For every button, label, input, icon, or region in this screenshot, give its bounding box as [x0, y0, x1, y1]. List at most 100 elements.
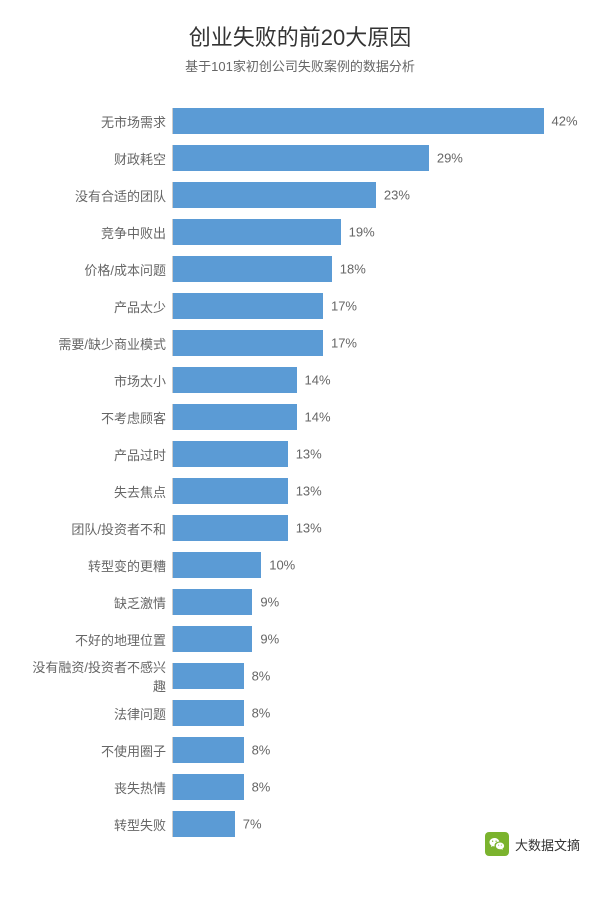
- bar-fill: 9%: [173, 589, 252, 615]
- bar-row: 无市场需求42%: [30, 103, 570, 139]
- bar-row: 产品过时13%: [30, 436, 570, 472]
- bar-label: 产品太少: [30, 297, 172, 316]
- bar-value: 7%: [235, 817, 262, 832]
- bar-fill: 29%: [173, 145, 429, 171]
- bar-fill: 17%: [173, 293, 323, 319]
- bar-value: 17%: [323, 336, 357, 351]
- bar-track: 8%: [172, 737, 570, 763]
- bar-label: 不使用圈子: [30, 741, 172, 760]
- bar-label: 丧失热情: [30, 778, 172, 797]
- bar-value: 14%: [297, 373, 331, 388]
- bar-label: 转型变的更糟: [30, 556, 172, 575]
- footer-source-label: 大数据文摘: [515, 835, 580, 854]
- footer-attribution: 大数据文摘: [485, 832, 580, 856]
- bar-label: 需要/缺少商业模式: [30, 334, 172, 353]
- bar-value: 19%: [341, 225, 375, 240]
- bar-track: 13%: [172, 441, 570, 467]
- bar-fill: 17%: [173, 330, 323, 356]
- bar-row: 市场太小14%: [30, 362, 570, 398]
- bar-row: 不考虑顾客14%: [30, 399, 570, 435]
- bar-value: 8%: [244, 743, 271, 758]
- bar-value: 8%: [244, 669, 271, 684]
- bar-fill: 23%: [173, 182, 376, 208]
- bar-fill: 8%: [173, 700, 244, 726]
- bar-track: 9%: [172, 589, 570, 615]
- bar-fill: 7%: [173, 811, 235, 837]
- bar-fill: 8%: [173, 774, 244, 800]
- bar-label: 不好的地理位置: [30, 630, 172, 649]
- bar-row: 财政耗空29%: [30, 140, 570, 176]
- bar-label: 法律问题: [30, 704, 172, 723]
- bar-track: 19%: [172, 219, 570, 245]
- chart-title: 创业失败的前20大原因: [30, 20, 570, 52]
- bar-track: 29%: [172, 145, 570, 171]
- bar-label: 转型失败: [30, 815, 172, 834]
- bar-value: 29%: [429, 151, 463, 166]
- bar-row: 转型变的更糟10%: [30, 547, 570, 583]
- bar-label: 竞争中败出: [30, 223, 172, 242]
- bar-value: 17%: [323, 299, 357, 314]
- bar-label: 团队/投资者不和: [30, 519, 172, 538]
- bar-track: 8%: [172, 774, 570, 800]
- bar-fill: 42%: [173, 108, 544, 134]
- chart-subtitle: 基于101家初创公司失败案例的数据分析: [30, 56, 570, 75]
- bar-row: 团队/投资者不和13%: [30, 510, 570, 546]
- bar-track: 17%: [172, 293, 570, 319]
- bar-track: 9%: [172, 626, 570, 652]
- bar-row: 不好的地理位置9%: [30, 621, 570, 657]
- wechat-icon: [485, 832, 509, 856]
- bar-row: 没有合适的团队23%: [30, 177, 570, 213]
- bar-fill: 19%: [173, 219, 341, 245]
- bar-value: 9%: [252, 632, 279, 647]
- bar-value: 13%: [288, 484, 322, 499]
- bar-value: 42%: [544, 114, 578, 129]
- bar-track: 13%: [172, 478, 570, 504]
- bar-row: 丧失热情8%: [30, 769, 570, 805]
- bar-fill: 13%: [173, 515, 288, 541]
- bar-track: 17%: [172, 330, 570, 356]
- bar-fill: 14%: [173, 404, 297, 430]
- bar-label: 产品过时: [30, 445, 172, 464]
- bar-row: 需要/缺少商业模式17%: [30, 325, 570, 361]
- bar-label: 财政耗空: [30, 149, 172, 168]
- bar-fill: 13%: [173, 441, 288, 467]
- bar-track: 13%: [172, 515, 570, 541]
- bar-value: 13%: [288, 447, 322, 462]
- bar-row: 法律问题8%: [30, 695, 570, 731]
- bar-track: 14%: [172, 367, 570, 393]
- bar-label: 市场太小: [30, 371, 172, 390]
- bar-row: 价格/成本问题18%: [30, 251, 570, 287]
- bar-fill: 8%: [173, 737, 244, 763]
- bar-fill: 13%: [173, 478, 288, 504]
- bar-label: 价格/成本问题: [30, 260, 172, 279]
- bar-track: 18%: [172, 256, 570, 282]
- bar-fill: 9%: [173, 626, 252, 652]
- bar-row: 失去焦点13%: [30, 473, 570, 509]
- bar-row: 竞争中败出19%: [30, 214, 570, 250]
- bar-track: 23%: [172, 182, 570, 208]
- bar-row: 缺乏激情9%: [30, 584, 570, 620]
- bar-label: 缺乏激情: [30, 593, 172, 612]
- bar-label: 没有融资/投资者不感兴趣: [30, 657, 172, 695]
- bar-fill: 14%: [173, 367, 297, 393]
- chart-area: 无市场需求42%财政耗空29%没有合适的团队23%竞争中败出19%价格/成本问题…: [30, 103, 570, 842]
- bar-value: 23%: [376, 188, 410, 203]
- bar-value: 14%: [297, 410, 331, 425]
- bar-row: 产品太少17%: [30, 288, 570, 324]
- bar-label: 没有合适的团队: [30, 186, 172, 205]
- bar-value: 8%: [244, 780, 271, 795]
- bar-label: 无市场需求: [30, 112, 172, 131]
- bar-track: 42%: [172, 108, 570, 134]
- bar-track: 8%: [172, 700, 570, 726]
- bar-fill: 10%: [173, 552, 261, 578]
- chart-container: 创业失败的前20大原因 基于101家初创公司失败案例的数据分析 无市场需求42%…: [0, 0, 600, 903]
- bar-track: 14%: [172, 404, 570, 430]
- bar-track: 8%: [172, 663, 570, 689]
- bar-value: 9%: [252, 595, 279, 610]
- bar-row: 不使用圈子8%: [30, 732, 570, 768]
- bar-row: 没有融资/投资者不感兴趣 8%: [30, 658, 570, 694]
- bar-value: 8%: [244, 706, 271, 721]
- bar-label: 不考虑顾客: [30, 408, 172, 427]
- bar-track: 10%: [172, 552, 570, 578]
- bar-value: 13%: [288, 521, 322, 536]
